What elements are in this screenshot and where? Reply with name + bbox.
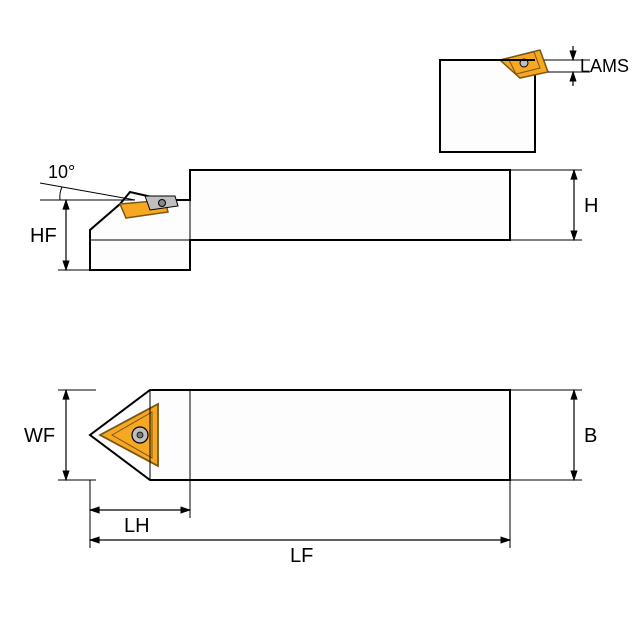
angle-label: 10° — [48, 162, 75, 182]
inset-view: LAMS — [440, 46, 629, 152]
hf-label: HF — [30, 225, 57, 247]
dim-H: H — [510, 170, 598, 240]
dim-LF: LF — [90, 480, 510, 567]
dim-WF: WF — [24, 390, 96, 480]
dim-B: B — [510, 390, 597, 480]
top-view: WF B LH LF — [24, 390, 597, 567]
angle-callout: 10° — [40, 162, 135, 200]
h-label: H — [584, 195, 598, 217]
lh-label: LH — [124, 515, 150, 537]
dim-LH: LH — [90, 480, 190, 537]
b-label: B — [584, 425, 597, 447]
lf-label: LF — [290, 545, 313, 567]
wf-label: WF — [24, 425, 55, 447]
dim-HF: HF — [30, 200, 90, 270]
side-view: 10° HF H — [30, 162, 598, 270]
lams-label: LAMS — [580, 56, 629, 76]
